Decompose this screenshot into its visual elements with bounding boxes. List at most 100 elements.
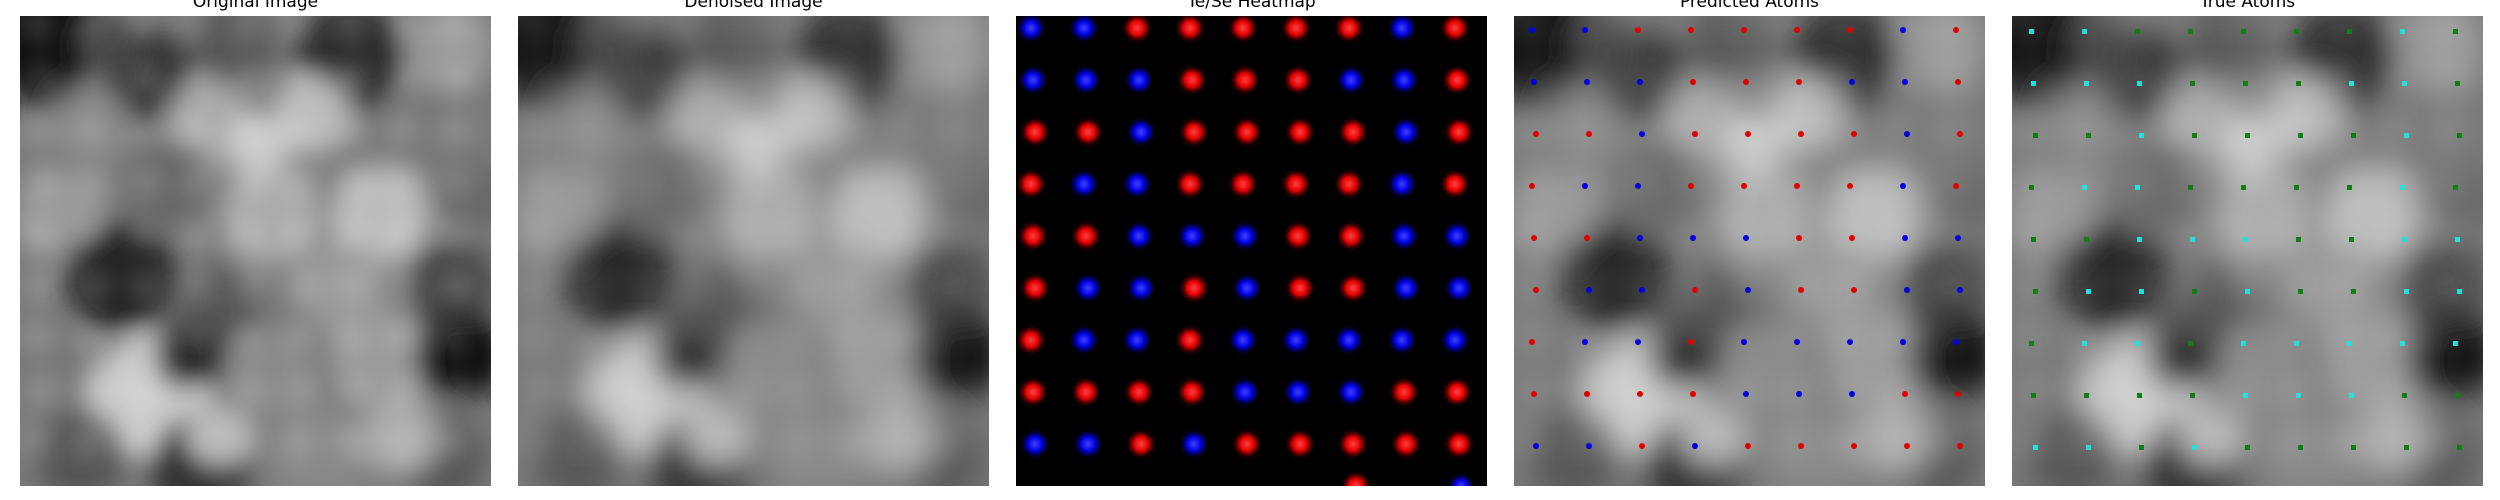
heatmap-te-spot [1282,64,1314,96]
predicted-te-atom [1741,27,1747,33]
predicted-se-atom [1529,27,1535,33]
predicted-te-atom [1688,27,1694,33]
predicted-te-atom [1690,391,1696,397]
predicted-te-atom [1531,235,1537,241]
true-atom-type-a [2084,81,2089,86]
true-atom-type-b [2139,445,2144,450]
heatmap-te-spot [1284,116,1316,148]
heatmap-se-spot [1386,16,1418,44]
heatmap-te-spot [1017,376,1049,408]
heatmap-te-spot [1282,220,1314,252]
predicted-se-atom [1635,339,1641,345]
heatmap-se-spot [1227,324,1259,356]
predicted-te-atom [1955,79,1961,85]
predicted-se-atom [1635,183,1641,189]
heatmap-te-spot [1176,376,1208,408]
true-atom-type-b [2457,445,2462,450]
predicted-se-atom [1533,443,1539,449]
true-atom-type-b [2245,445,2250,450]
true-atom-type-b [2351,289,2356,294]
panel-title-predicted: Predicted Atoms [1679,0,1820,12]
heatmap-te-spot [1174,324,1206,356]
predicted-se-atom [1849,391,1855,397]
predicted-te-atom [1743,79,1749,85]
true-atom-type-a [2033,445,2038,450]
predicted-se-atom [1904,287,1910,293]
heatmap-se-spot [1176,220,1208,252]
predicted-se-atom [1582,339,1588,345]
panel-predicted-atoms: Predicted Atoms [1514,0,1985,500]
true-atom-type-b [2031,393,2036,398]
heatmap-te-spot [1070,220,1102,252]
true-atom-type-a [2404,289,2409,294]
panel-te-se-heatmap: Te/Se Heatmap [1016,0,1487,500]
heatmap-te-spot [1121,16,1153,44]
true-atom-type-a [2402,237,2407,242]
heatmap-te-spot [1174,168,1206,200]
predicted-te-atom [1635,27,1641,33]
true-atom-type-b [2296,81,2301,86]
heatmap-te-spot [1227,168,1259,200]
heatmap-te-spot [1340,470,1372,486]
heatmap-se-spot [1121,324,1153,356]
true-atom-type-a [2086,445,2091,450]
true-atom-type-b [2351,445,2356,450]
true-atom-type-a [2347,341,2352,346]
heatmap-te-spot [1333,16,1365,44]
panel-true-atoms: True Atoms [2012,0,2483,500]
predicted-se-atom [1745,287,1751,293]
true-atom-type-a [2349,393,2354,398]
heatmap-se-spot [1125,116,1157,148]
heatmap-se-spot [1068,16,1100,44]
predicted-se-atom [1692,443,1698,449]
predicted-te-atom [1847,183,1853,189]
heatmap-te-spot [1178,272,1210,304]
predicted-te-atom [1637,391,1643,397]
predicted-te-atom [1798,287,1804,293]
predicted-se-atom [1796,391,1802,397]
heatmap-se-spot [1125,272,1157,304]
predicted-te-atom [1529,339,1535,345]
predicted-te-atom [1794,183,1800,189]
predicted-se-atom [1637,79,1643,85]
predicted-te-atom [1639,443,1645,449]
true-atom-type-b [2137,393,2142,398]
heatmap-se-spot [1390,272,1422,304]
heatmap-se-spot [1447,472,1475,486]
true-atom-type-b [2188,341,2193,346]
true-atom-type-b [2243,81,2248,86]
predicted-se-atom [1900,339,1906,345]
heatmap-se-spot [1335,64,1367,96]
heatmap-se-spot [1016,16,1047,44]
heatmap-te-spot [1280,16,1312,44]
heatmap-te-spot [1176,64,1208,96]
heatmap-se-spot [1072,272,1104,304]
true-atom-type-b [2084,393,2089,398]
heatmap-te-spot [1016,324,1047,356]
heatmap-te-spot [1123,376,1155,408]
heatmap-te-spot [1337,272,1369,304]
heatmap-se-spot [1386,324,1418,356]
true-atom-type-a [2135,185,2140,190]
true-atom-type-a [2082,341,2087,346]
heatmap-te-spot [1019,116,1051,148]
true-atom-type-a [2241,341,2246,346]
true-atom-type-a [2139,289,2144,294]
heatmap-te-spot [1284,428,1316,460]
predicted-se-atom [1637,235,1643,241]
predicted-se-atom [1957,287,1963,293]
heatmap-te-spot [1231,116,1263,148]
heatmap-te-spot [1125,428,1157,460]
true-atom-type-a [2029,29,2034,34]
predicted-te-atom [1851,287,1857,293]
true-atom-type-b [2086,133,2091,138]
predicted-se-atom [1743,391,1749,397]
true-atom-type-a [2457,289,2462,294]
heatmap-te-spot [1227,16,1259,44]
predicted-se-atom [1902,79,1908,85]
heatmap-se-spot [1072,428,1104,460]
predicted-se-atom [1900,27,1906,33]
predicted-se-atom [1953,339,1959,345]
true-atom-type-b [2455,393,2460,398]
heatmap-se-spot [1443,272,1475,304]
